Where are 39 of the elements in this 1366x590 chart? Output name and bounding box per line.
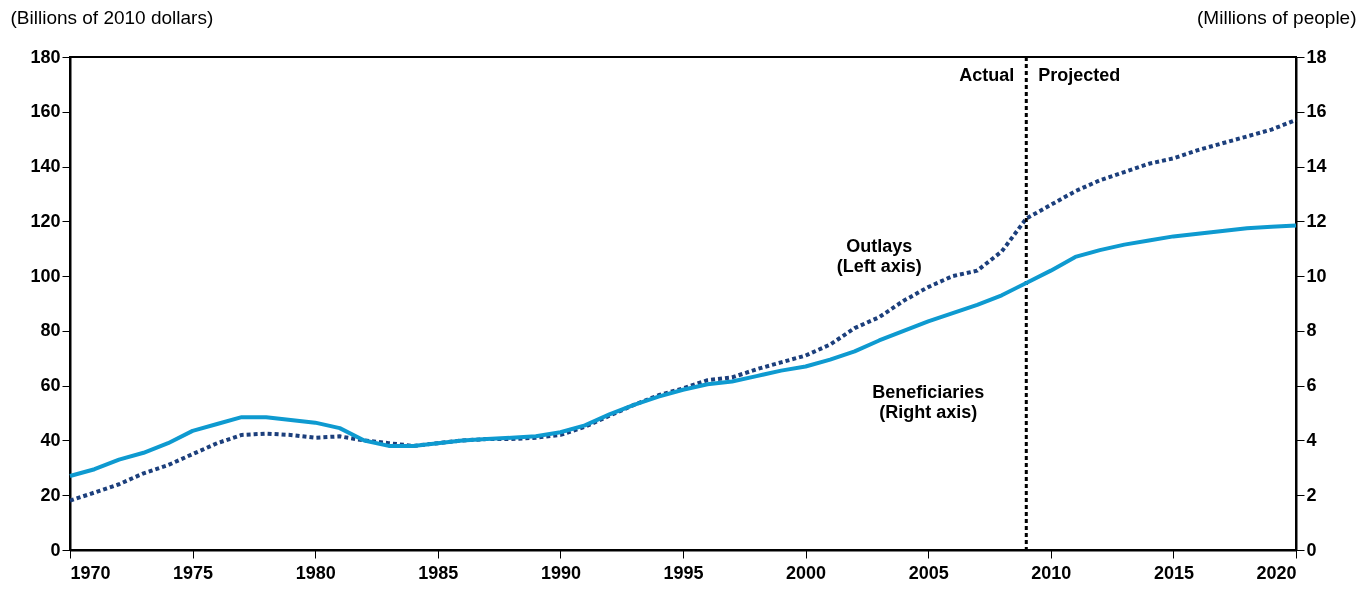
series-label: Outlays (Left axis) <box>836 236 922 277</box>
y-tick-label: 40 <box>40 429 61 450</box>
y2-tick-label: 2 <box>1306 484 1317 505</box>
x-tick-label: 1970 <box>70 562 111 583</box>
x-tick-label: 1990 <box>540 562 581 583</box>
y-tick-label: 120 <box>30 210 61 231</box>
line-series <box>68 223 1298 479</box>
y-tick-label: 100 <box>30 265 61 286</box>
line-series <box>68 117 1298 503</box>
y-tick-label: 160 <box>30 101 61 122</box>
annotation: Actual <box>959 65 1015 86</box>
x-tick-label: 1985 <box>418 562 459 583</box>
x-tick-label: 1980 <box>295 562 336 583</box>
y2-tick-label: 10 <box>1306 265 1327 286</box>
y-tick-label: 60 <box>40 375 61 396</box>
y-tick-label: 140 <box>30 156 61 177</box>
y2-axis-title: (Millions of people) <box>1197 6 1357 28</box>
x-tick-label: 1975 <box>173 562 214 583</box>
y-axis-title: (Billions of 2010 dollars) <box>10 6 214 28</box>
series-label: Beneficiaries (Right axis) <box>872 382 985 423</box>
y-tick-label: 20 <box>40 484 61 505</box>
x-tick-label: 2010 <box>1031 562 1072 583</box>
y2-tick-label: 18 <box>1306 46 1327 67</box>
y2-tick-label: 12 <box>1306 210 1327 231</box>
y-tick-label: 180 <box>30 46 61 67</box>
y-tick-label: 0 <box>50 539 61 560</box>
y2-tick-label: 4 <box>1306 429 1317 450</box>
y2-tick-label: 14 <box>1306 156 1327 177</box>
x-tick-label: 2005 <box>908 562 949 583</box>
x-tick-label: 2015 <box>1153 562 1194 583</box>
x-tick-label: 2000 <box>786 562 827 583</box>
y2-tick-label: 0 <box>1306 539 1317 560</box>
y2-tick-label: 8 <box>1306 320 1317 341</box>
y-tick-label: 80 <box>40 320 61 341</box>
y2-tick-label: 16 <box>1306 101 1327 122</box>
x-tick-label: 2020 <box>1256 562 1297 583</box>
annotation: Projected <box>1038 65 1121 86</box>
y2-tick-label: 6 <box>1306 375 1317 396</box>
x-tick-label: 1995 <box>663 562 704 583</box>
